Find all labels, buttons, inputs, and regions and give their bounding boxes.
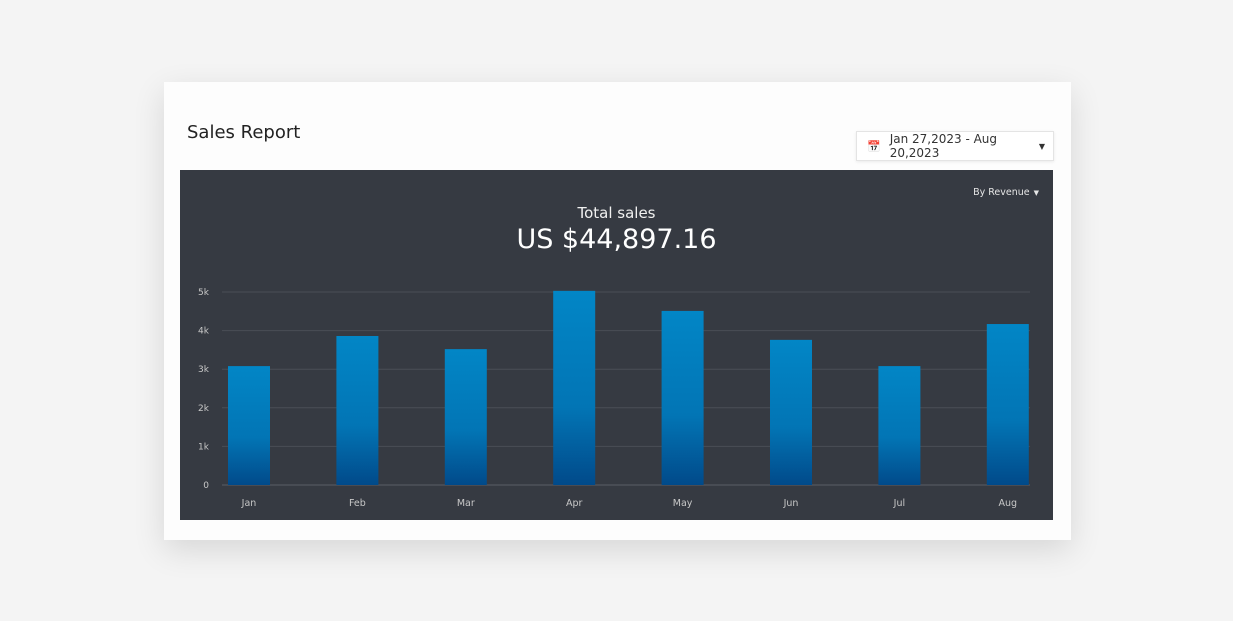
bar-jun: [770, 339, 812, 485]
chart-panel: 0 1k 2k 3k 4k 5k Jan Feb Mar Apr May Jun Jul Aug By R…: [180, 170, 1053, 520]
page-title: Sales Report: [187, 122, 301, 143]
date-range-label: Jan 27,2023 - Aug 20,2023: [889, 132, 998, 160]
sales-report-card: Sales Report 📅 Jan 27,2023 - Aug 20,2023…: [164, 82, 1071, 540]
bar-mar: [444, 349, 487, 485]
x-tick-label: Mar: [457, 498, 475, 509]
bar-apr: [553, 290, 596, 485]
caret-down-icon: ▼: [1038, 141, 1045, 151]
x-tick-label: Aug: [999, 498, 1018, 509]
y-tick-label: 5k: [198, 288, 210, 298]
y-tick-label: 4k: [198, 327, 210, 337]
bar-jan: [228, 366, 270, 485]
total-sales-value: US $44,897.16: [516, 224, 717, 255]
calendar-icon: 📅: [867, 139, 881, 153]
caret-down-icon: ▼: [1033, 189, 1039, 197]
y-tick-label: 2k: [198, 404, 210, 414]
x-tick-label: Jan: [241, 498, 257, 509]
x-tick-label: Feb: [349, 498, 366, 509]
metric-selector[interactable]: By Revenue ▼: [973, 187, 1039, 198]
bar-chart: 0 1k 2k 3k 4k 5k Jan Feb Mar Apr May Jun Jul Aug: [198, 288, 1030, 509]
x-tick-label: Jun: [783, 498, 799, 509]
bar-jul: [878, 366, 921, 485]
y-tick-label: 1k: [198, 442, 210, 452]
y-tick-label: 3k: [198, 365, 210, 375]
bar-aug: [986, 324, 1029, 485]
metric-selector-label: By Revenue: [973, 187, 1030, 198]
x-tick-label: Apr: [566, 498, 583, 509]
total-sales-label: Total sales: [577, 204, 656, 222]
x-tick-label: Jul: [893, 498, 905, 509]
x-tick-label: May: [673, 498, 693, 509]
date-range-picker[interactable]: 📅 Jan 27,2023 - Aug 20,2023 ▼: [856, 131, 1054, 161]
bar-feb: [336, 336, 379, 485]
y-tick-label: 0: [203, 481, 209, 491]
bar-may: [661, 310, 704, 485]
